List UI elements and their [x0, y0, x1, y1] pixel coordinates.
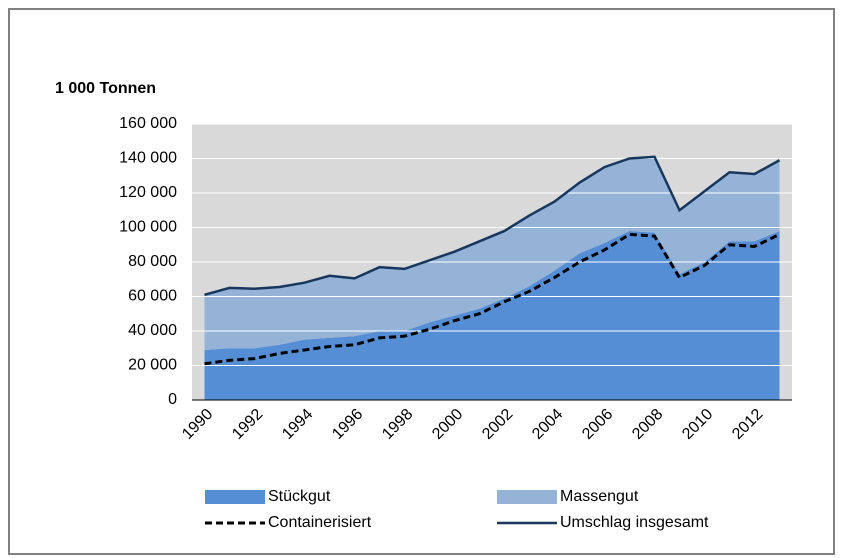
legend-swatch [497, 490, 557, 504]
legend-label: Massengut [560, 488, 639, 505]
y-tick-label: 140 000 [119, 150, 177, 167]
y-tick-label: 100 000 [119, 219, 177, 236]
line [204, 155, 781, 296]
y-tick-label: 160 000 [119, 115, 177, 132]
y-tick-label: 120 000 [119, 184, 177, 201]
y-axis-label: 1 000 Tonnen [55, 80, 156, 97]
legend-swatch [205, 490, 265, 504]
y-tick-label: 60 000 [128, 288, 177, 305]
y-tick-label: 40 000 [128, 322, 177, 339]
line [204, 232, 781, 366]
legend-label: Umschlag insgesamt [560, 514, 709, 531]
y-tick-label: 80 000 [128, 253, 177, 270]
y-tick-label: 0 [168, 391, 177, 408]
area [204, 156, 780, 350]
legend-label: Containerisiert [268, 514, 372, 531]
legend-label: Stückgut [268, 488, 331, 505]
area [204, 230, 780, 400]
y-tick-label: 20 000 [128, 357, 177, 374]
